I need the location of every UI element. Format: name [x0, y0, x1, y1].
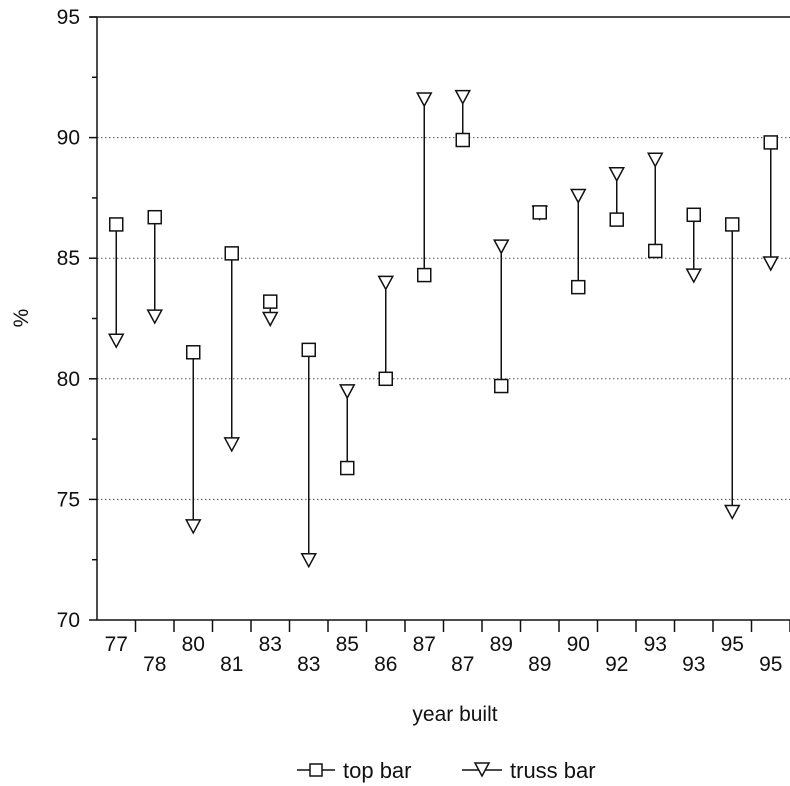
top-bar-point [263, 294, 278, 309]
top-bar-point [609, 212, 624, 227]
x-tick-label: 86 [374, 653, 397, 676]
truss-bar-point [223, 437, 241, 453]
y-tick-label: 95 [57, 6, 80, 29]
truss-bar-point [184, 519, 202, 535]
x-tick-label: 90 [567, 633, 590, 656]
y-tick-label: 80 [57, 368, 80, 391]
connector-lines [115, 96, 772, 560]
x-tick-label: 81 [220, 653, 243, 676]
top-bar-point [686, 207, 701, 223]
truss-bar-point [685, 268, 703, 284]
truss-bar-point [261, 311, 279, 328]
legend-label-truss-bar: truss bar [510, 758, 596, 783]
x-tick-label: 89 [490, 633, 513, 656]
x-tick-label: 87 [451, 653, 474, 676]
truss-bar-point [107, 333, 125, 349]
top-bar-point [725, 217, 740, 232]
legend-label-top-bar: top bar [343, 758, 412, 783]
truss-bar-point [762, 256, 780, 272]
x-tick-label: 77 [105, 633, 128, 656]
y-tick-label: 70 [57, 609, 80, 632]
truss-bar-point [454, 89, 472, 106]
x-ticks: 77 78 80 81 83 83 85 86 87 87 89 89 90 92 93 93 95 95 [105, 620, 790, 676]
truss-bar-point [608, 167, 626, 183]
x-tick-label: 80 [182, 633, 205, 656]
top-bar-point [532, 205, 547, 220]
x-tick-label: 87 [413, 633, 436, 656]
x-tick-label: 89 [528, 653, 551, 676]
truss-bar-point [338, 384, 356, 400]
x-axis-title: year built [412, 703, 497, 726]
top-bar-point [340, 460, 355, 476]
y-axis-title: % [10, 309, 33, 328]
x-tick-label: 85 [336, 633, 359, 656]
top-bar-point [109, 217, 124, 232]
x-tick-label: 93 [644, 633, 667, 656]
x-tick-label: 78 [143, 653, 166, 676]
top-bar-point [571, 279, 586, 295]
x-tick-label: 95 [721, 633, 744, 656]
top-bar-point [455, 132, 470, 148]
y-tick-label: 90 [57, 127, 80, 150]
truss-bar-point [646, 152, 664, 168]
x-tick-label: 83 [297, 653, 320, 676]
y-tick-label: 85 [57, 247, 80, 270]
y-ticks: 70 75 80 85 90 95 [57, 6, 97, 632]
truss-bar-point [569, 188, 587, 205]
top-bar-point [763, 135, 778, 150]
truss-bar-point [723, 504, 741, 521]
top-bar-point [494, 378, 509, 394]
top-bar-point [186, 345, 201, 360]
legend-square-marker [309, 763, 323, 777]
top-bar-point [417, 267, 432, 283]
top-bar-point [378, 371, 393, 387]
y-tick-label: 75 [57, 488, 80, 511]
truss-bar-point [492, 239, 510, 255]
x-tick-label: 95 [759, 653, 782, 676]
legend-triangle-marker [473, 762, 491, 778]
truss-bar-point [146, 309, 164, 325]
top-bar-point [301, 342, 316, 358]
top-bar-point [147, 209, 162, 225]
legend-item-truss-bar: truss bar [462, 758, 596, 783]
truss-bar-point [415, 92, 433, 108]
grid-lines [97, 137, 790, 500]
x-tick-label: 92 [605, 653, 628, 676]
truss-bar-point [377, 275, 395, 291]
legend: top bar truss bar [297, 758, 596, 783]
truss-bar-point [300, 552, 318, 569]
top-bar-point [224, 246, 239, 261]
top-bar-point [648, 243, 663, 259]
x-tick-label: 93 [682, 653, 705, 676]
legend-item-top-bar: top bar [297, 758, 412, 783]
x-tick-label: 83 [259, 633, 282, 656]
data-markers [107, 89, 780, 569]
